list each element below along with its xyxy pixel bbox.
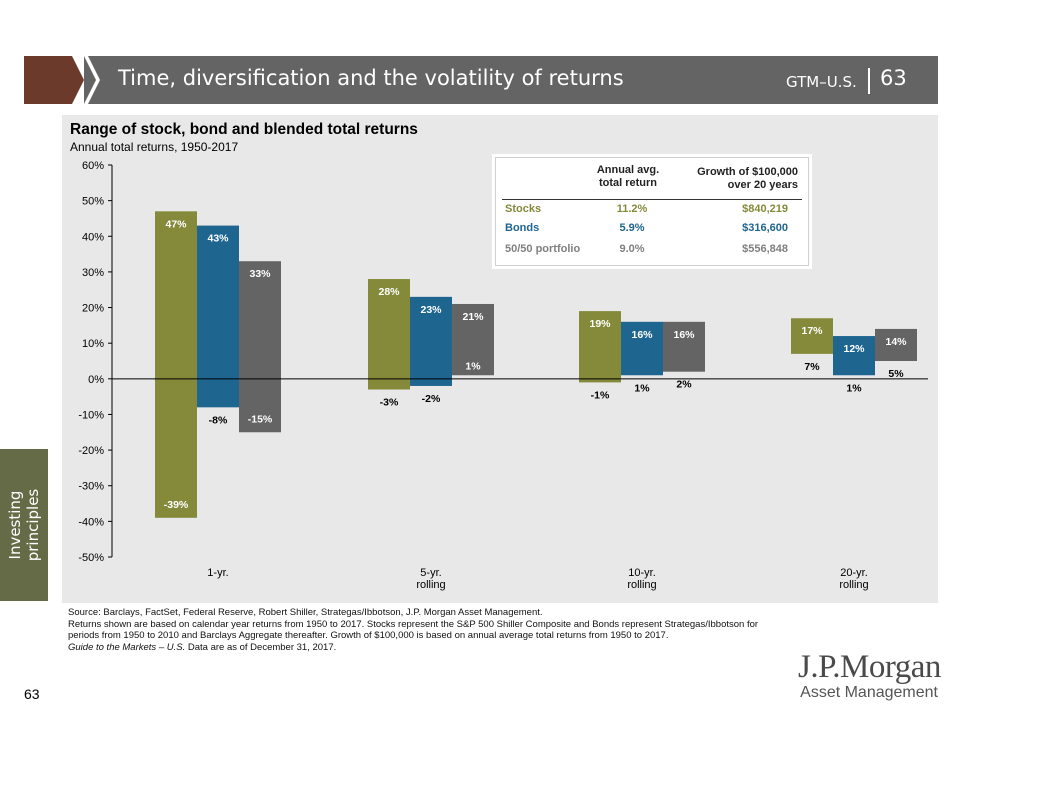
legend-table: Annual avg. total return Growth of $100,… <box>492 154 812 269</box>
y-tick-label: 60% <box>82 160 104 172</box>
guide-title: Guide to the Markets – U.S. <box>68 641 186 653</box>
range-bar <box>197 225 239 408</box>
legend-return: 9.0% <box>619 243 645 255</box>
category-label: 20-yr. <box>840 567 868 579</box>
high-value-label: 21% <box>462 311 484 323</box>
range-bar <box>833 336 875 376</box>
category-label-line2: rolling <box>839 579 868 591</box>
low-value-label: -15% <box>248 413 273 425</box>
low-value-label: 1% <box>846 382 862 394</box>
jpmorgan-logo: J.P.Morgan Asset Management <box>798 649 941 702</box>
low-value-label: 7% <box>804 361 820 373</box>
chart-subtitle: Annual total returns, 1950-2017 <box>70 140 239 154</box>
high-value-label: 16% <box>673 329 695 341</box>
y-tick-label: -50% <box>78 552 104 564</box>
range-bar <box>791 318 833 354</box>
category-label-line2: rolling <box>627 579 656 591</box>
header-chevron-icon <box>84 56 100 104</box>
legend-name: Bonds <box>505 222 540 234</box>
high-value-label: 23% <box>420 304 442 316</box>
legend-return: 11.2% <box>616 203 648 215</box>
range-bar <box>621 321 663 376</box>
guide-note: Guide to the Markets – U.S. Data are as … <box>68 642 768 654</box>
y-tick-label: -20% <box>78 445 104 457</box>
legend-growth: $840,219 <box>742 203 788 215</box>
high-value-label: 43% <box>207 233 229 245</box>
low-value-label: -3% <box>380 397 399 409</box>
legend-rule <box>502 199 802 200</box>
y-tick-label: 50% <box>82 196 104 208</box>
range-bar <box>368 279 410 390</box>
header-bar <box>84 56 938 104</box>
header-separator <box>868 68 870 94</box>
range-bar <box>875 328 917 361</box>
legend-growth: $556,848 <box>742 243 788 255</box>
methodology-note: Returns shown are based on calendar year… <box>68 618 759 642</box>
y-tick-label: 30% <box>82 267 104 279</box>
category-label: 5-yr. <box>420 567 441 579</box>
section-tab <box>0 449 48 601</box>
low-value-label: -8% <box>209 414 228 426</box>
legend-header-growth: Growth of $100,000 over 20 years <box>672 166 798 192</box>
chart-title: Range of stock, bond and blended total r… <box>70 121 418 138</box>
header-arrow-icon <box>24 56 84 104</box>
low-value-label: -1% <box>591 389 610 401</box>
high-value-label: 47% <box>165 218 187 230</box>
header-page-number: 63 <box>880 66 907 90</box>
y-tick-label: 0% <box>88 374 104 386</box>
low-value-label: 1% <box>465 360 481 372</box>
legend-name: 50/50 portfolio <box>505 243 581 255</box>
legend-return: 5.9% <box>619 222 645 234</box>
y-tick-label: -40% <box>78 516 104 528</box>
high-value-label: 28% <box>378 286 400 298</box>
category-label: 10-yr. <box>628 567 656 579</box>
range-bar <box>663 321 705 372</box>
section-tab-line2: principles <box>24 488 42 562</box>
low-value-label: 5% <box>888 368 904 380</box>
source-note: Source: Barclays, FactSet, Federal Reser… <box>68 607 543 618</box>
legend-header-growth-line2: over 20 years <box>727 179 798 191</box>
high-value-label: 33% <box>249 268 271 280</box>
legend-row-bonds: Bonds 5.9% $316,600 <box>496 222 808 238</box>
range-bar <box>410 296 452 386</box>
page-number: 63 <box>24 686 40 702</box>
section-tab-line1: Investing <box>6 490 24 560</box>
logo-sub-text: Asset Management <box>800 684 938 701</box>
section-tab-label: Investing principles <box>6 489 42 562</box>
legend-header-return-line2: total return <box>598 177 658 189</box>
high-value-label: 17% <box>801 325 823 337</box>
low-value-label: 1% <box>634 382 650 394</box>
legend-name: Stocks <box>505 203 542 215</box>
low-value-label: -39% <box>164 499 189 511</box>
high-value-label: 12% <box>843 343 865 355</box>
range-bar <box>579 311 621 383</box>
logo-main-text: J.P.Morgan <box>798 649 941 685</box>
legend-row-stocks: Stocks 11.2% $840,219 <box>496 203 808 219</box>
high-value-label: 14% <box>885 336 907 348</box>
range-bar <box>239 261 281 433</box>
guide-date: Data are as of December 31, 2017. <box>185 641 337 653</box>
y-tick-label: 10% <box>82 338 104 350</box>
legend-row-blend: 50/50 portfolio 9.0% $556,848 <box>496 243 808 259</box>
page-title: Time, diversification and the volatility… <box>118 66 624 90</box>
category-label: 1-yr. <box>207 567 228 579</box>
low-value-label: -2% <box>422 393 441 405</box>
y-tick-label: 40% <box>82 231 104 243</box>
y-tick-label: 20% <box>82 303 104 315</box>
guide-code: GTM–U.S. <box>786 73 857 91</box>
category-label-line2: rolling <box>416 579 445 591</box>
low-value-label: 2% <box>676 379 692 391</box>
high-value-label: 16% <box>631 329 653 341</box>
legend-growth: $316,600 <box>742 222 788 234</box>
y-tick-label: -10% <box>78 409 104 421</box>
range-bar <box>155 211 197 518</box>
legend-header-growth-line1: Growth of $100,000 <box>697 166 798 178</box>
legend-header-return: Annual avg. total return <box>588 164 668 190</box>
y-tick-label: -30% <box>78 481 104 493</box>
high-value-label: 19% <box>589 318 611 330</box>
footnotes: Source: Barclays, FactSet, Federal Reser… <box>68 607 768 653</box>
legend-header-return-line1: Annual avg. <box>596 164 660 176</box>
range-bar <box>452 303 494 376</box>
